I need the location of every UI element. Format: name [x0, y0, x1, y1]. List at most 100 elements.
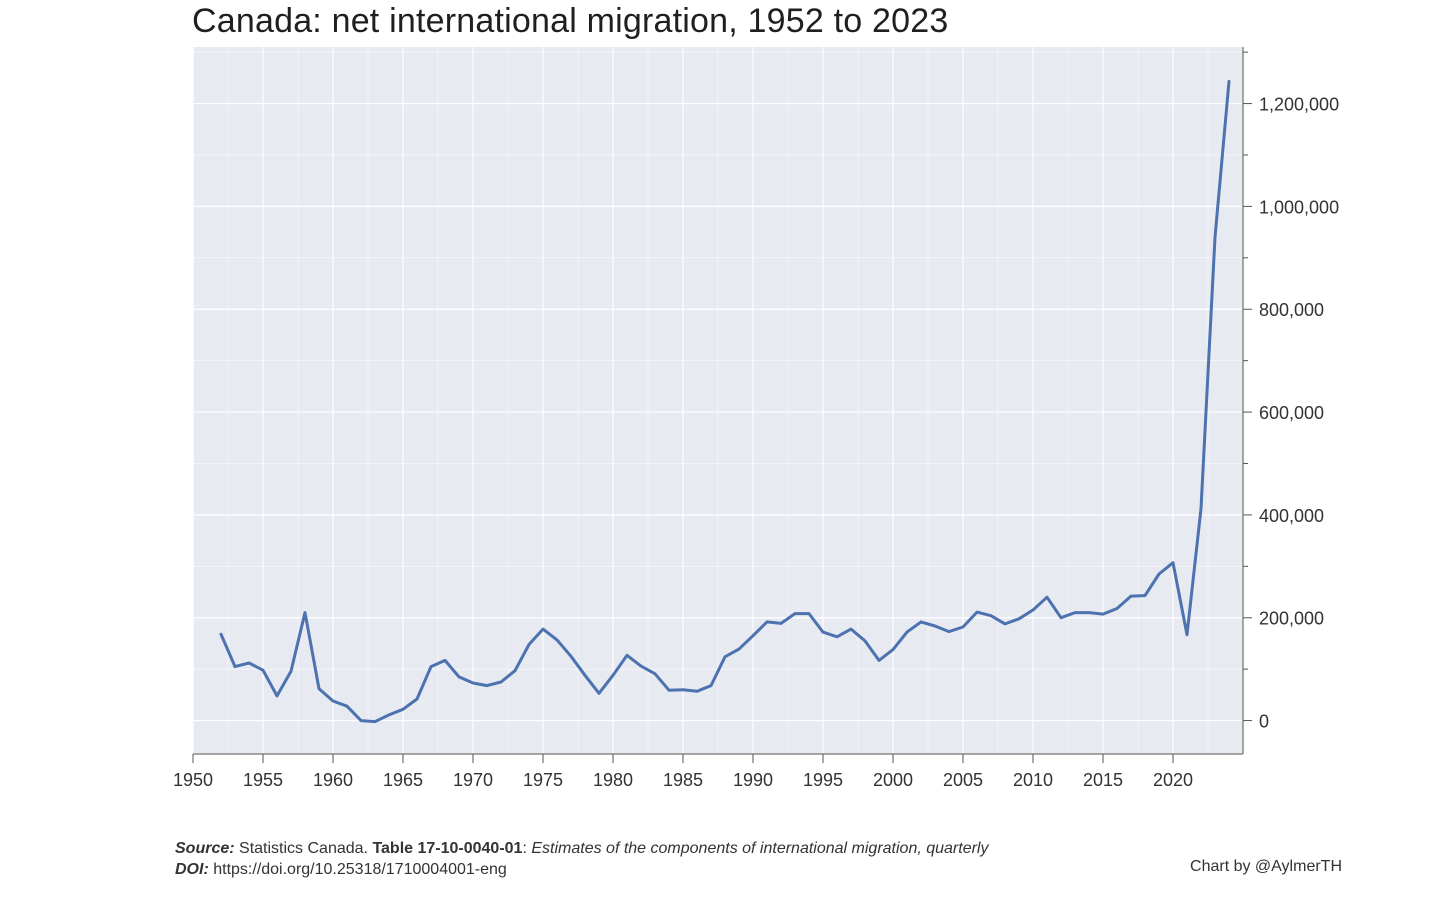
data-point	[668, 689, 671, 692]
data-point	[1004, 622, 1007, 625]
x-tick-label: 1950	[173, 770, 213, 790]
data-point	[388, 713, 391, 716]
data-point	[1074, 611, 1077, 614]
data-point	[990, 614, 993, 617]
data-point	[682, 688, 685, 691]
x-tick-label: 2015	[1083, 770, 1123, 790]
data-point	[1172, 561, 1175, 564]
data-point	[472, 682, 475, 685]
data-point	[948, 630, 951, 633]
data-point	[752, 634, 755, 637]
data-point	[318, 687, 321, 690]
data-point	[976, 611, 979, 614]
y-tick-label: 800,000	[1259, 300, 1324, 320]
data-point	[878, 659, 881, 662]
data-point	[430, 665, 433, 668]
x-tick-label: 2005	[943, 770, 983, 790]
data-point	[276, 694, 279, 697]
data-point	[584, 674, 587, 677]
series-line	[219, 80, 1231, 724]
data-point	[374, 720, 377, 723]
x-tick-label: 1985	[663, 770, 703, 790]
doi-label: DOI:	[175, 861, 209, 878]
data-point	[724, 655, 727, 658]
y-tick-label: 400,000	[1259, 506, 1324, 526]
data-point	[808, 612, 811, 615]
data-point	[514, 669, 517, 672]
x-tick-label: 2020	[1153, 770, 1193, 790]
data-point	[402, 708, 405, 711]
x-tick-label: 2010	[1013, 770, 1053, 790]
data-point	[1214, 236, 1217, 239]
data-point	[640, 665, 643, 668]
data-point	[654, 672, 657, 675]
data-point	[500, 681, 503, 684]
data-point	[416, 697, 419, 700]
data-point	[234, 665, 237, 668]
data-point	[486, 684, 489, 687]
data-point	[1186, 633, 1189, 636]
data-point	[794, 612, 797, 615]
data-point	[864, 639, 867, 642]
data-point	[556, 638, 559, 641]
data-point	[528, 643, 531, 646]
data-point	[1158, 573, 1161, 576]
data-point	[1018, 617, 1021, 620]
data-point	[962, 625, 965, 628]
doi-value[interactable]: https://doi.org/10.25318/1710004001-eng	[213, 861, 507, 878]
data-point	[850, 628, 853, 631]
y-tick-label: 200,000	[1259, 609, 1324, 629]
data-point	[1032, 609, 1035, 612]
data-point	[542, 628, 545, 631]
x-tick-label: 1980	[593, 770, 633, 790]
data-point	[1060, 616, 1063, 619]
x-tick-label: 1955	[243, 770, 283, 790]
y-tick-label: 1,000,000	[1259, 197, 1339, 217]
data-point	[626, 654, 629, 657]
x-tick-label: 1965	[383, 770, 423, 790]
source-description: Estimates of the components of internati…	[531, 840, 989, 857]
data-point	[1130, 595, 1133, 598]
source-table: Table 17-10-0040-01	[372, 840, 523, 857]
data-point	[458, 675, 461, 678]
data-point	[570, 655, 573, 658]
axes	[192, 47, 1252, 763]
data-point	[612, 674, 615, 677]
data-point	[346, 705, 349, 708]
data-point	[304, 611, 307, 614]
data-point	[360, 719, 363, 722]
x-tick-label: 1970	[453, 770, 493, 790]
x-tick-label: 1990	[733, 770, 773, 790]
data-point	[934, 624, 937, 627]
data-point	[1046, 596, 1049, 599]
x-tick-label: 1995	[803, 770, 843, 790]
data-point	[822, 631, 825, 634]
tick-labels: 1950 1955 1960 1965 1970 1975 1980 1985 1990 1995…	[173, 95, 1339, 790]
source-org: Statistics Canada.	[239, 840, 368, 857]
chart-title: Canada: net international migration, 195…	[192, 2, 949, 40]
data-point	[332, 700, 335, 703]
data-point	[1116, 607, 1119, 610]
data-point	[738, 648, 741, 651]
data-point	[906, 631, 909, 634]
x-tick-label: 2000	[873, 770, 913, 790]
data-point	[892, 648, 895, 651]
y-tick-label: 600,000	[1259, 403, 1324, 423]
y-tick-label: 1,200,000	[1259, 95, 1339, 115]
data-point	[710, 684, 713, 687]
data-point	[444, 659, 447, 662]
source-note: Source: Statistics Canada. Table 17-10-0…	[175, 840, 989, 878]
data-point	[1228, 80, 1231, 83]
y-tick-label: 0	[1259, 712, 1269, 732]
data-point	[780, 622, 783, 625]
data-point	[836, 635, 839, 638]
data-point	[696, 690, 699, 693]
data-point	[920, 620, 923, 623]
data-point	[766, 620, 769, 623]
data-point	[1088, 611, 1091, 614]
x-tick-label: 1960	[313, 770, 353, 790]
data-point	[262, 669, 265, 672]
data-point	[1102, 613, 1105, 616]
data-point	[1144, 594, 1147, 597]
